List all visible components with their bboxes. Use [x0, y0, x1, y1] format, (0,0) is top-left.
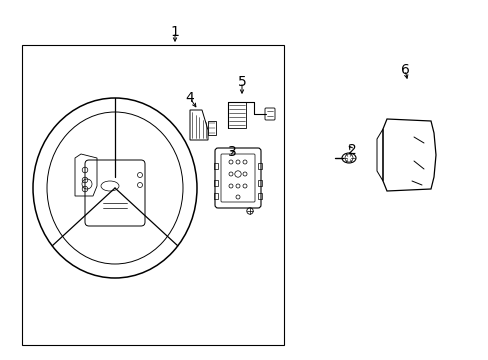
- Bar: [214, 180, 218, 186]
- Bar: [214, 163, 218, 169]
- Text: 2: 2: [347, 143, 356, 157]
- Bar: [207, 121, 216, 135]
- Bar: [258, 163, 262, 169]
- Bar: [258, 180, 262, 186]
- Text: 6: 6: [400, 63, 408, 77]
- Bar: [22, 45, 284, 345]
- Bar: [214, 193, 218, 199]
- Bar: [258, 193, 262, 199]
- Text: 1: 1: [170, 25, 179, 39]
- Bar: [227, 102, 245, 128]
- Text: 3: 3: [227, 145, 236, 159]
- Text: 5: 5: [237, 75, 246, 89]
- Text: 4: 4: [185, 91, 194, 105]
